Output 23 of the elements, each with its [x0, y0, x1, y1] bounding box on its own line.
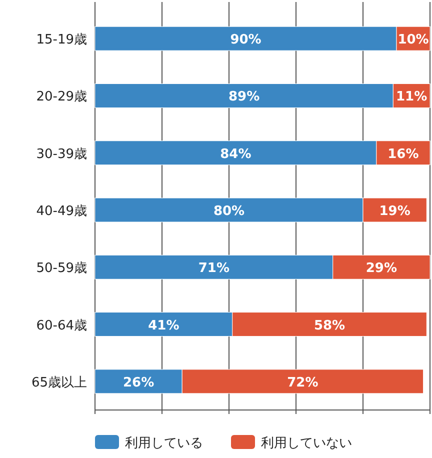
data-label: 58% — [314, 318, 346, 334]
y-tick-label: 50-59歳 — [36, 261, 87, 276]
data-label: 16% — [388, 146, 419, 162]
data-label: 41% — [148, 318, 180, 334]
data-label: 29% — [366, 261, 397, 276]
y-tick-label: 20-29歳 — [36, 90, 87, 105]
data-label: 80% — [213, 204, 245, 219]
legend-label: 利用していない — [261, 436, 352, 451]
y-tick-label: 40-49歳 — [36, 204, 87, 219]
data-label: 84% — [220, 146, 252, 162]
data-label: 10% — [398, 32, 429, 48]
data-label: 19% — [379, 204, 410, 219]
data-label: 89% — [228, 90, 260, 105]
y-tick-label: 65歳以上 — [31, 375, 87, 390]
data-label: 26% — [122, 375, 154, 390]
y-tick-label: 30-39歳 — [36, 146, 87, 162]
data-label: 11% — [396, 90, 428, 105]
legend-label: 利用している — [125, 436, 203, 451]
y-tick-label: 60-64歳 — [36, 318, 87, 334]
data-label: 71% — [198, 261, 230, 276]
data-label: 72% — [287, 375, 318, 390]
data-label: 90% — [230, 32, 262, 48]
y-tick-label: 15-19歳 — [36, 32, 87, 48]
